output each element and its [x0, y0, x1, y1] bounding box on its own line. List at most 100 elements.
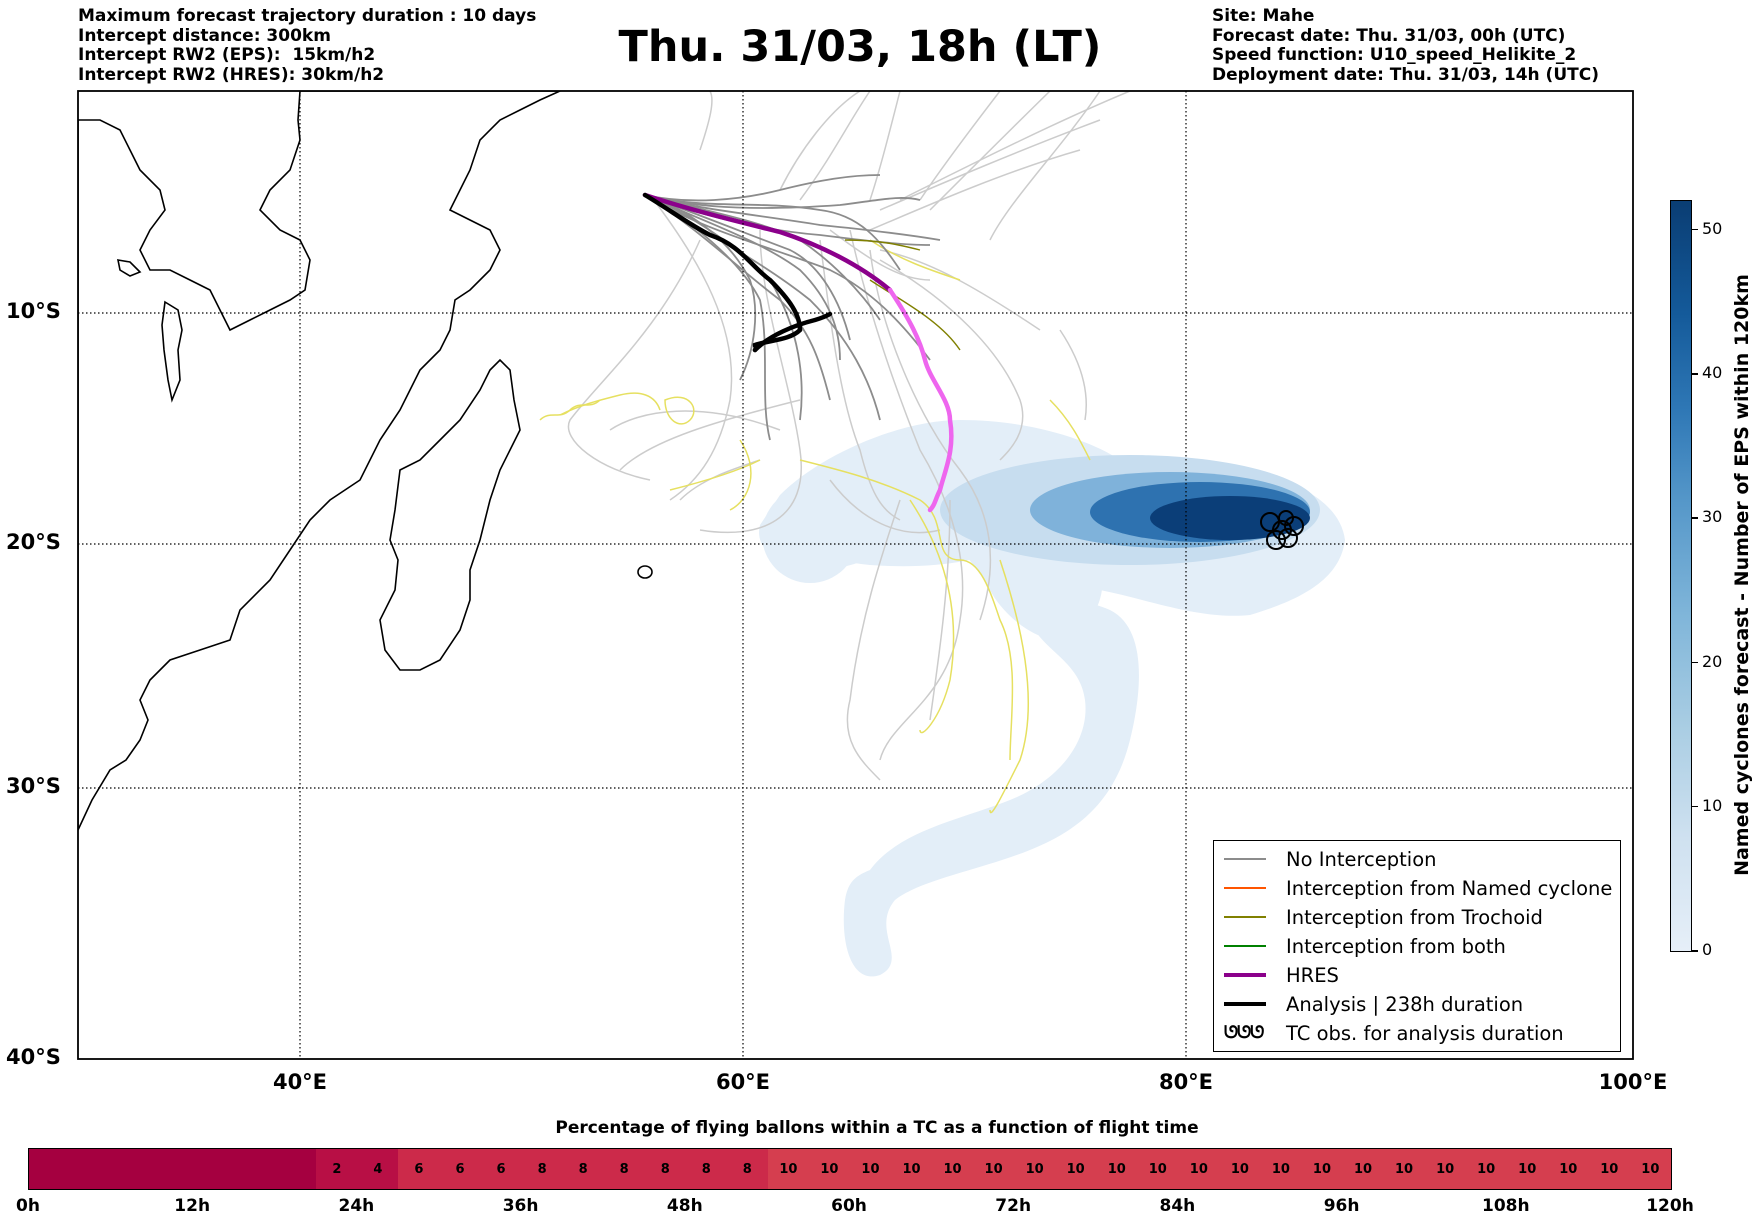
flight-time-cell — [152, 1149, 194, 1189]
flight-time-cell: 10 — [1383, 1149, 1425, 1189]
flight-time-tick-label: 60h — [831, 1196, 867, 1216]
flight-time-cell: 10 — [1260, 1149, 1302, 1189]
flight-time-tick-label: 24h — [338, 1196, 375, 1216]
legend-swatch — [1224, 858, 1266, 860]
flight-time-cell — [111, 1149, 153, 1189]
colorbar-tick-label: 50 — [1702, 218, 1723, 238]
flight-time-cell: 6 — [439, 1149, 481, 1189]
param-line: Maximum forecast trajectory duration : 1… — [78, 6, 537, 26]
lat-label: 40°S — [6, 1045, 61, 1069]
legend-label: HRES — [1286, 963, 1339, 987]
param-line: Intercept distance: 300km — [78, 25, 331, 46]
eps-tracks-trochoid — [844, 239, 961, 351]
flight-time-tick-label: 108h — [1482, 1196, 1530, 1216]
lon-label: 60°E — [715, 1070, 771, 1094]
legend-label: Interception from Trochoid — [1286, 905, 1543, 929]
flight-time-tick-label: 72h — [995, 1196, 1032, 1216]
flight-time-cell: 10 — [1588, 1149, 1630, 1189]
colorbar-tick-label: 10 — [1702, 795, 1723, 815]
legend-item-named-cyclone: Interception from Named cyclone — [1224, 876, 1612, 900]
flight-time-cell: 10 — [1506, 1149, 1548, 1189]
flight-time-cell — [275, 1149, 317, 1189]
colorbar-tick — [1692, 517, 1698, 519]
flight-time-cell: 10 — [1342, 1149, 1384, 1189]
legend-label: TC obs. for analysis duration — [1286, 1021, 1564, 1045]
flight-time-cell — [29, 1149, 71, 1189]
flight-time-cell: 8 — [644, 1149, 686, 1189]
flight-time-tick-label: 120h — [1646, 1196, 1694, 1216]
legend-label: Interception from both — [1286, 934, 1506, 958]
yellow-tracks — [539, 239, 1091, 814]
flight-time-cell: 4 — [357, 1149, 399, 1189]
density-colorbar-label: Named cyclones forecast - Number of EPS … — [1731, 274, 1753, 876]
flight-time-tick-label: 96h — [1323, 1196, 1360, 1216]
legend-swatch — [1224, 972, 1266, 978]
page-title: Thu. 31/03, 18h (LT) — [618, 22, 1102, 72]
flight-time-cell: 10 — [849, 1149, 891, 1189]
flight-time-cell: 6 — [398, 1149, 440, 1189]
lon-label: 80°E — [1158, 1070, 1214, 1094]
flight-time-cell — [193, 1149, 235, 1189]
colorbar-tick — [1692, 228, 1698, 231]
flight-time-cell: 8 — [726, 1149, 768, 1189]
flight-time-tick-label: 48h — [666, 1196, 703, 1216]
graticule — [78, 91, 1633, 1059]
param-line: Intercept RW2 (HRES): 30km/h2 — [78, 64, 385, 85]
flight-time-tick-label: 0h — [16, 1196, 40, 1216]
map-legend: No Interception Interception from Named … — [1213, 840, 1621, 1052]
flight-time-tick-label: 36h — [502, 1196, 539, 1216]
flight-time-tick-label: 12h — [174, 1196, 211, 1216]
legend-label: No Interception — [1286, 847, 1437, 871]
flight-time-cell: 8 — [562, 1149, 604, 1189]
legend-label: Interception from Named cyclone — [1286, 876, 1613, 900]
flight-time-cell: 10 — [973, 1149, 1015, 1189]
legend-item-analysis: Analysis | 238h duration — [1224, 992, 1523, 1016]
flight-time-cell — [70, 1149, 112, 1189]
site-line: Site: Mahe — [1212, 6, 1315, 26]
colorbar-tick — [1692, 805, 1698, 808]
lon-label: 40°E — [272, 1070, 328, 1094]
lat-label: 10°S — [6, 299, 61, 323]
flight-time-cell: 8 — [685, 1149, 727, 1189]
lon-label: 100°E — [1598, 1070, 1668, 1094]
flight-time-cell: 10 — [1424, 1149, 1466, 1189]
map-frame — [77, 90, 1634, 1060]
colorbar-tick — [1692, 950, 1698, 952]
legend-item-no-interception: No Interception — [1224, 847, 1437, 871]
lat-label: 20°S — [6, 530, 61, 554]
param-line: Intercept RW2 (EPS): 15km/h2 — [78, 45, 376, 65]
flight-time-cell — [234, 1149, 276, 1189]
colorbar-tick-label: 40 — [1702, 363, 1723, 383]
flight-time-cell: 8 — [603, 1149, 645, 1189]
flight-time-cell: 8 — [521, 1149, 563, 1189]
colorbar-tick-label: 20 — [1702, 651, 1723, 671]
legend-item-tc-obs: ᘎᘎᘎ TC obs. for analysis duration — [1224, 1021, 1564, 1045]
coastlines — [78, 91, 653, 831]
legend-swatch — [1224, 1001, 1266, 1007]
flight-time-bar: 2 4 6 6 6 8 8 8 8 8 8 10 10 10 10 10 10 10 10 10 10 10 10 10 10 1… — [28, 1148, 1672, 1190]
legend-item-trochoid: Interception from Trochoid — [1224, 905, 1543, 929]
legend-label: Analysis | 238h duration — [1286, 992, 1524, 1016]
colorbar-tick — [1692, 661, 1698, 664]
tc-obs-markers — [1260, 510, 1304, 550]
legend-swatch — [1224, 916, 1266, 918]
flight-time-cell: 10 — [1465, 1149, 1507, 1189]
deployment-date-line: Deployment date: Thu. 31/03, 14h (UTC) — [1212, 64, 1599, 85]
legend-swatch — [1224, 945, 1266, 947]
flight-time-cell: 10 — [767, 1149, 809, 1189]
flight-time-cell: 10 — [1547, 1149, 1589, 1189]
flight-time-cell: 10 — [1629, 1149, 1671, 1189]
site-info: Site: Mahe Forecast date: Thu. 31/03, 00… — [1212, 6, 1599, 85]
flight-time-bar-title: Percentage of flying ballons within a TC… — [555, 1118, 1199, 1138]
flight-time-cell: 10 — [1137, 1149, 1179, 1189]
colorbar-tick-label: 30 — [1702, 507, 1723, 527]
flight-time-cell: 10 — [808, 1149, 850, 1189]
legend-swatch — [1224, 887, 1266, 889]
flight-time-cell: 2 — [316, 1149, 358, 1189]
density-colorbar — [1670, 200, 1692, 952]
legend-item-hres: HRES — [1224, 963, 1339, 987]
hres-track — [642, 192, 954, 513]
forecast-parameters: Maximum forecast trajectory duration : 1… — [78, 6, 537, 85]
tc-symbol-icon: ᘎᘎᘎ — [1224, 1023, 1264, 1043]
